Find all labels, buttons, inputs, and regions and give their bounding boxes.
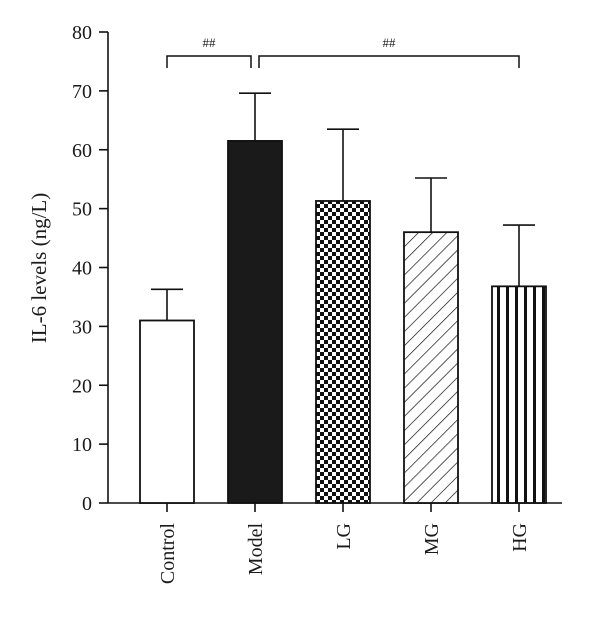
bar-model xyxy=(227,140,283,504)
y-tick-label: 20 xyxy=(72,375,92,397)
y-tick-label: 30 xyxy=(72,316,92,338)
y-tick-label: 60 xyxy=(72,140,92,162)
x-tick-label: Control xyxy=(157,523,179,585)
significance-label: ## xyxy=(383,35,397,50)
y-tick-label: 70 xyxy=(72,81,92,103)
significance-brackets: ## ## xyxy=(166,35,520,68)
y-tick-label: 50 xyxy=(72,199,92,221)
bars xyxy=(139,140,547,504)
y-tick-label: 10 xyxy=(72,434,92,456)
x-tick-label: LG xyxy=(333,523,355,550)
bar-hg xyxy=(491,285,547,504)
bar-mg xyxy=(403,231,459,504)
x-tick-label: Model xyxy=(245,523,267,576)
y-tick-label: 40 xyxy=(72,258,92,280)
y-tick-label: 0 xyxy=(82,493,92,515)
significance-bracket xyxy=(166,55,252,68)
x-tick-label: HG xyxy=(509,523,531,552)
y-axis: 0 10 20 30 40 50 60 70 80 xyxy=(72,22,109,515)
significance-label: ## xyxy=(203,35,217,50)
significance-bracket xyxy=(258,55,520,68)
y-tick-label: 80 xyxy=(72,22,92,44)
error-bars xyxy=(151,92,535,321)
y-axis-title: IL-6 levels (ng/L) xyxy=(27,193,51,343)
bar-lg xyxy=(315,200,371,504)
x-tick-label: MG xyxy=(421,523,443,555)
bar-control xyxy=(139,319,195,504)
x-axis: Control Model LG MG HG xyxy=(108,502,562,585)
